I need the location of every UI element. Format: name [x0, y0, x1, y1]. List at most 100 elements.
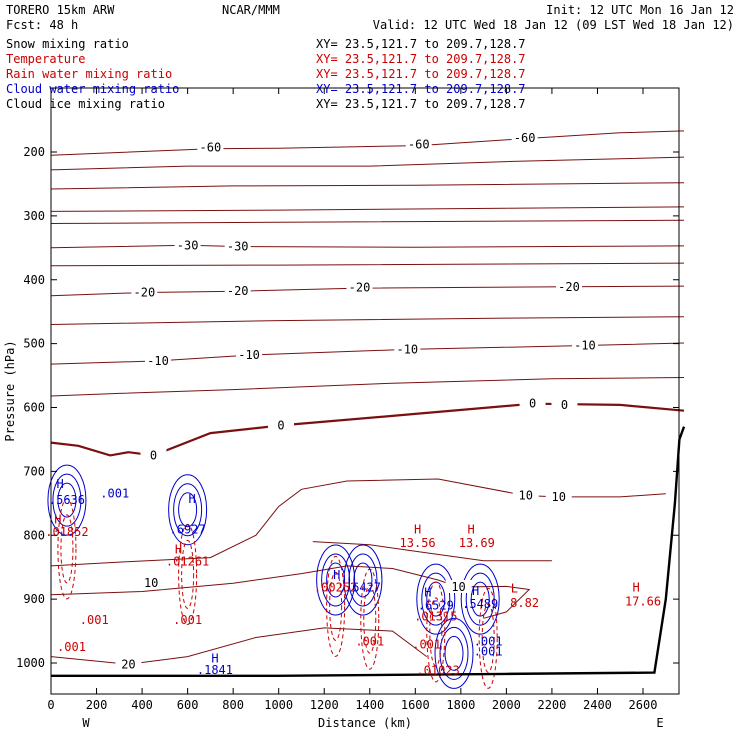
isotherm-label-bg [174, 238, 201, 252]
extrema-label: H [189, 492, 196, 506]
temperature-label-layer: -60 -60 -60 -30 -30 -20 -20 -20 -20 -10 -10 -10 -10 0… [115, 130, 598, 671]
isotherm-label: -60 [514, 131, 536, 145]
extrema-label: .001 [173, 613, 202, 627]
x-tick-label: 1800 [446, 698, 475, 712]
cloud-water-contour [353, 562, 373, 598]
isotherm-label-bg [236, 348, 263, 362]
isotherm-line [50, 478, 666, 567]
cloud-water-contour [460, 563, 500, 635]
isotherm-label-bg [131, 285, 158, 299]
isotherm-label-bg [224, 284, 251, 298]
annotation-layer: H.5636.001H.01852H.6927H.01261.001.001.0… [45, 477, 661, 678]
rain-water-contour [329, 571, 343, 641]
field-name: Temperature [6, 52, 85, 66]
west-label: W [82, 716, 90, 730]
cloud-water-contour [178, 492, 198, 528]
plot-frame [50, 87, 680, 695]
extrema-label: .1841 [197, 663, 233, 677]
isotherm-line [50, 316, 685, 325]
isotherm-label: 10 [552, 490, 566, 504]
y-tick-label: 600 [23, 401, 45, 415]
rain-water-contour [360, 568, 380, 670]
isotherm-label: 0 [150, 448, 157, 462]
center-label: NCAR/MMM [222, 3, 280, 17]
y-tick-label: 900 [23, 592, 45, 606]
y-tick-label: 700 [23, 464, 45, 478]
field-range: XY= 23.5,121.7 to 209.7,128.7 [316, 37, 526, 51]
isotherm-label: -30 [177, 238, 199, 252]
forecast-hour: Fcst: 48 h [6, 18, 78, 32]
model-title: TORERO 15km ARW [6, 3, 115, 17]
extrema-label: 17.66 [625, 595, 661, 609]
rain-water-contour [57, 498, 77, 600]
isotherm-line [50, 219, 685, 224]
isotherm-label-bg [224, 239, 251, 253]
x-tick-label: 800 [222, 698, 244, 712]
isotherm-line [50, 285, 685, 297]
isotherm-label-bg [571, 338, 598, 352]
isotherm-label-bg [556, 279, 582, 293]
plot-area: -60 -60 -60 -30 -30 -20 -20 -20 -20 -10 -10 -10 -10 0… [16, 87, 686, 712]
field-name: Cloud water mixing ratio [6, 82, 179, 96]
cloud-water-contour [434, 617, 474, 689]
y-tick-label: 400 [23, 273, 45, 287]
isotherm-line [50, 182, 685, 190]
extrema-label: .001 [412, 637, 441, 651]
extrema-label: .6927 [170, 523, 206, 537]
cloud-water-contour [52, 473, 82, 527]
extrema-label: .001 [474, 645, 503, 659]
x-tick-label: 1600 [401, 698, 430, 712]
field-list: Snow mixing ratio XY= 23.5,121.7 to 209.7… [6, 37, 526, 111]
extrema-label: .5636 [49, 493, 85, 507]
extrema-label: H [424, 586, 431, 600]
extrema-label: .00252 [314, 581, 357, 595]
isotherm-label-bg [512, 488, 539, 502]
isotherm-label-bg [346, 280, 373, 294]
rain-water-contour [478, 587, 498, 689]
valid-time: Valid: 12 UTC Wed 18 Jan 12 (09 LST Wed … [373, 18, 734, 32]
isotherm-label-bg [140, 448, 167, 462]
isotherm-label: 0 [277, 418, 284, 432]
y-axis-label: Pressure (hPa) [3, 340, 17, 441]
y-tick-label: 300 [23, 209, 45, 223]
extrema-label: H [633, 581, 640, 595]
extrema-label: .001 [80, 613, 109, 627]
y-tick-label: 800 [23, 528, 45, 542]
rain-water-contour [326, 555, 346, 657]
isotherm-label-bg [267, 418, 294, 432]
isotherm-label: -10 [147, 354, 169, 368]
x-tick-label: 1200 [310, 698, 339, 712]
x-tick-label: 400 [131, 698, 153, 712]
extrema-label: L [511, 581, 518, 595]
isotherm-line [50, 130, 685, 156]
isotherm-label-bg [511, 130, 538, 144]
isotherm-line [312, 541, 552, 562]
rain-water-contour [363, 584, 377, 654]
isotherm-line [50, 402, 685, 457]
extrema-label: H [414, 523, 421, 537]
isotherm-label: 10 [519, 489, 533, 503]
y-tick-label: 200 [23, 145, 45, 159]
field-range: XY= 23.5,121.7 to 209.7,128.7 [316, 82, 526, 96]
isotherm-label: 0 [561, 398, 568, 412]
isotherm-label: -10 [238, 348, 260, 362]
isotherm-label: -20 [349, 280, 371, 294]
cloud-water-contour [168, 474, 208, 546]
rain-water-contour [60, 514, 74, 584]
rain-water-contour [178, 523, 198, 625]
isotherm-line [50, 156, 685, 171]
field-name: Snow mixing ratio [6, 37, 129, 51]
isotherm-label-bg [145, 353, 172, 367]
rain-water-layer [57, 498, 498, 689]
isotherm-label: -20 [227, 284, 249, 298]
isotherm-label: 10 [144, 576, 158, 590]
y-tick-label: 1000 [16, 656, 45, 670]
x-axis-label: Distance (km) [318, 716, 412, 730]
east-label: E [656, 716, 663, 730]
cloud-water-contour [47, 464, 87, 536]
isotherm-label: 20 [121, 657, 135, 671]
rain-water-contour [426, 581, 446, 683]
extrema-label: .6427 [345, 581, 381, 595]
isotherm-label-bg [115, 657, 142, 671]
